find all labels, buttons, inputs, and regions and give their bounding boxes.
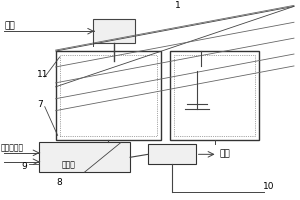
Bar (60, 55, 157, 136)
Bar (39, 142, 130, 172)
Text: 9: 9 (21, 162, 27, 171)
Text: 添加剂溶液: 添加剂溶液 (1, 143, 24, 152)
Text: 反应水: 反应水 (61, 161, 76, 170)
Text: 1: 1 (175, 1, 181, 10)
Text: 10: 10 (263, 182, 275, 191)
Bar (56, 51, 161, 140)
Bar (170, 51, 259, 140)
Text: 7: 7 (37, 100, 43, 109)
Text: 固废: 固废 (4, 22, 15, 31)
Text: 11: 11 (37, 70, 48, 79)
Bar (148, 144, 196, 164)
Bar (93, 19, 135, 43)
Text: 8: 8 (57, 178, 62, 187)
Bar (174, 55, 255, 136)
Text: 产品: 产品 (220, 150, 230, 159)
